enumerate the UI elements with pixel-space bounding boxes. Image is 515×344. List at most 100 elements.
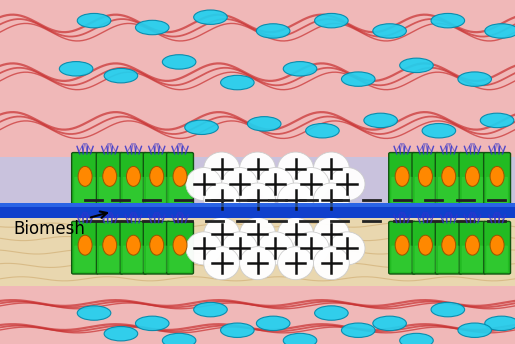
Ellipse shape <box>314 152 349 185</box>
FancyBboxPatch shape <box>391 246 413 272</box>
FancyBboxPatch shape <box>459 153 486 205</box>
Ellipse shape <box>220 75 254 90</box>
Ellipse shape <box>102 235 117 255</box>
Ellipse shape <box>221 232 258 265</box>
Bar <box>0 286 515 344</box>
Bar <box>0 0 515 157</box>
Ellipse shape <box>204 217 239 250</box>
Ellipse shape <box>258 168 294 201</box>
Ellipse shape <box>283 333 317 344</box>
FancyBboxPatch shape <box>486 246 508 272</box>
Ellipse shape <box>278 247 314 280</box>
Bar <box>0 203 515 207</box>
Ellipse shape <box>283 62 317 76</box>
FancyBboxPatch shape <box>166 153 194 205</box>
FancyBboxPatch shape <box>120 222 147 274</box>
Ellipse shape <box>173 235 187 255</box>
Ellipse shape <box>204 152 239 185</box>
FancyBboxPatch shape <box>389 153 416 205</box>
Ellipse shape <box>186 232 221 265</box>
Ellipse shape <box>77 306 111 320</box>
Ellipse shape <box>341 323 375 337</box>
FancyBboxPatch shape <box>123 246 144 272</box>
Ellipse shape <box>490 235 504 255</box>
Ellipse shape <box>314 183 349 216</box>
Bar <box>0 218 515 286</box>
FancyBboxPatch shape <box>74 177 96 203</box>
Ellipse shape <box>329 232 365 265</box>
Ellipse shape <box>185 120 218 135</box>
Ellipse shape <box>78 235 92 255</box>
FancyBboxPatch shape <box>415 177 436 203</box>
FancyBboxPatch shape <box>412 222 439 274</box>
Ellipse shape <box>194 302 227 317</box>
Ellipse shape <box>239 183 276 216</box>
FancyBboxPatch shape <box>74 246 96 272</box>
Ellipse shape <box>173 166 187 186</box>
Text: Biomesh: Biomesh <box>13 212 107 238</box>
Ellipse shape <box>373 24 406 38</box>
Ellipse shape <box>419 166 433 186</box>
Ellipse shape <box>294 232 329 265</box>
FancyBboxPatch shape <box>166 222 194 274</box>
Ellipse shape <box>294 168 329 201</box>
Ellipse shape <box>400 58 433 73</box>
FancyBboxPatch shape <box>389 222 416 274</box>
FancyBboxPatch shape <box>99 177 121 203</box>
Ellipse shape <box>204 183 239 216</box>
Ellipse shape <box>466 166 479 186</box>
Ellipse shape <box>442 166 456 186</box>
FancyBboxPatch shape <box>72 222 98 274</box>
Ellipse shape <box>364 113 398 128</box>
Ellipse shape <box>102 166 117 186</box>
Ellipse shape <box>305 123 339 138</box>
Ellipse shape <box>59 62 93 76</box>
Ellipse shape <box>194 10 227 24</box>
Ellipse shape <box>458 72 491 86</box>
Ellipse shape <box>256 316 290 331</box>
Ellipse shape <box>239 247 276 280</box>
FancyBboxPatch shape <box>486 177 508 203</box>
Ellipse shape <box>150 166 164 186</box>
FancyBboxPatch shape <box>459 222 486 274</box>
FancyBboxPatch shape <box>435 153 462 205</box>
FancyBboxPatch shape <box>96 222 123 274</box>
Ellipse shape <box>480 113 514 128</box>
Ellipse shape <box>239 152 276 185</box>
FancyBboxPatch shape <box>484 222 510 274</box>
FancyBboxPatch shape <box>438 177 459 203</box>
Ellipse shape <box>256 24 290 38</box>
FancyBboxPatch shape <box>462 177 483 203</box>
FancyBboxPatch shape <box>123 177 144 203</box>
Ellipse shape <box>485 316 515 331</box>
FancyBboxPatch shape <box>169 177 191 203</box>
Ellipse shape <box>104 326 138 341</box>
Ellipse shape <box>239 217 276 250</box>
Ellipse shape <box>422 123 456 138</box>
Ellipse shape <box>186 168 221 201</box>
Ellipse shape <box>314 217 349 250</box>
Ellipse shape <box>127 235 141 255</box>
Ellipse shape <box>162 333 196 344</box>
Ellipse shape <box>278 183 314 216</box>
FancyBboxPatch shape <box>435 222 462 274</box>
Ellipse shape <box>400 333 433 344</box>
FancyBboxPatch shape <box>438 246 459 272</box>
Ellipse shape <box>431 302 465 317</box>
Ellipse shape <box>419 235 433 255</box>
Ellipse shape <box>341 72 375 86</box>
Ellipse shape <box>278 152 314 185</box>
Ellipse shape <box>204 247 239 280</box>
Ellipse shape <box>104 68 138 83</box>
FancyBboxPatch shape <box>484 153 510 205</box>
Ellipse shape <box>490 166 504 186</box>
Ellipse shape <box>220 323 254 337</box>
FancyBboxPatch shape <box>72 153 98 205</box>
FancyBboxPatch shape <box>99 246 121 272</box>
FancyBboxPatch shape <box>146 177 167 203</box>
Ellipse shape <box>442 235 456 255</box>
Bar <box>0 157 515 203</box>
Ellipse shape <box>135 20 169 35</box>
Ellipse shape <box>395 166 409 186</box>
Ellipse shape <box>373 316 406 331</box>
